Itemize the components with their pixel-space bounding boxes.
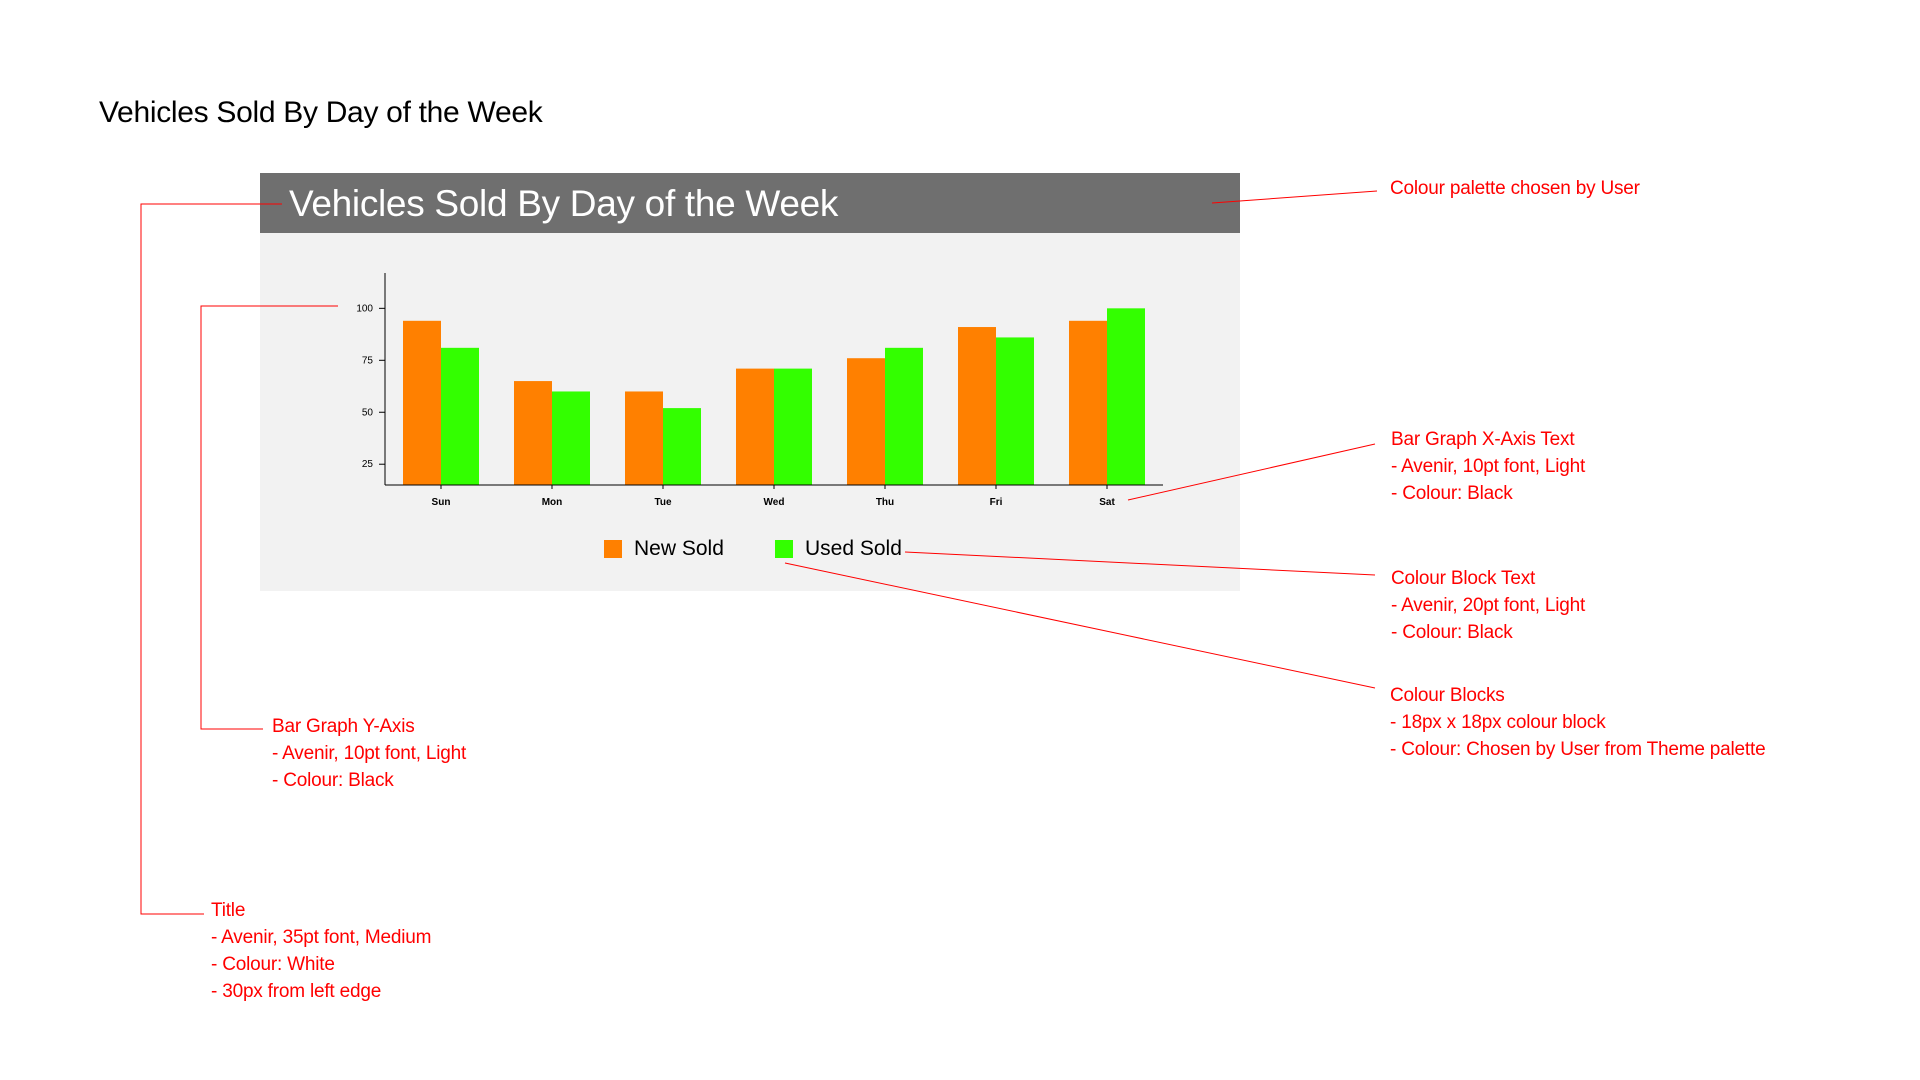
- x-tick-label: Mon: [542, 497, 563, 508]
- legend-item-new-sold: New Sold: [604, 533, 724, 565]
- bar-new-sold-thu: [847, 358, 885, 485]
- legend-swatch-used-sold: [775, 540, 793, 558]
- bars: [403, 308, 1145, 485]
- y-tick-label: 100: [356, 303, 373, 314]
- bar-new-sold-sun: [403, 321, 441, 485]
- bar-used-sold-sun: [441, 348, 479, 485]
- bar-used-sold-wed: [774, 369, 812, 485]
- y-tick-label: 50: [362, 407, 374, 418]
- y-axis: 25 50 75 100: [356, 273, 385, 485]
- x-tick-label: Sun: [432, 497, 451, 508]
- bar-used-sold-thu: [885, 348, 923, 485]
- x-tick-label: Fri: [990, 497, 1003, 508]
- legend-swatch-new-sold: [604, 540, 622, 558]
- bar-new-sold-wed: [736, 369, 774, 485]
- legend-item-used-sold: Used Sold: [775, 533, 902, 565]
- bar-new-sold-mon: [514, 381, 552, 485]
- legend-label-used-sold: Used Sold: [805, 537, 902, 561]
- bar-used-sold-mon: [552, 391, 590, 485]
- annotation-colour-block-text: Colour Block Text - Avenir, 20pt font, L…: [1391, 565, 1585, 646]
- y-tick-label: 25: [362, 459, 374, 470]
- annotation-x-axis-text: Bar Graph X-Axis Text - Avenir, 10pt fon…: [1391, 426, 1585, 507]
- bar-chart: 25 50 75 100 Sun Mon Tue Wed Thu Fri Sat: [260, 173, 1240, 533]
- legend: New Sold Used Sold: [260, 533, 1240, 565]
- chart-panel: Vehicles Sold By Day of the Week 25 50 75 1…: [260, 173, 1240, 591]
- annotation-colour-blocks: Colour Blocks - 18px x 18px colour block…: [1390, 682, 1765, 763]
- bar-new-sold-fri: [958, 327, 996, 485]
- annotation-y-axis: Bar Graph Y-Axis - Avenir, 10pt font, Li…: [272, 713, 466, 794]
- page-title: Vehicles Sold By Day of the Week: [99, 96, 542, 130]
- y-tick-label: 75: [362, 355, 374, 366]
- annotation-title: Title - Avenir, 35pt font, Medium - Colo…: [211, 897, 431, 1005]
- x-tick-label: Tue: [654, 497, 671, 508]
- x-tick-label: Wed: [764, 497, 785, 508]
- bar-used-sold-sat: [1107, 308, 1145, 485]
- bar-new-sold-sat: [1069, 321, 1107, 485]
- bar-new-sold-tue: [625, 391, 663, 485]
- annotation-palette: Colour palette chosen by User: [1390, 175, 1640, 202]
- x-axis: Sun Mon Tue Wed Thu Fri Sat: [385, 485, 1163, 508]
- bar-used-sold-fri: [996, 337, 1034, 485]
- x-tick-label: Thu: [876, 497, 894, 508]
- bar-used-sold-tue: [663, 408, 701, 485]
- x-tick-label: Sat: [1099, 497, 1115, 508]
- legend-label-new-sold: New Sold: [634, 537, 724, 561]
